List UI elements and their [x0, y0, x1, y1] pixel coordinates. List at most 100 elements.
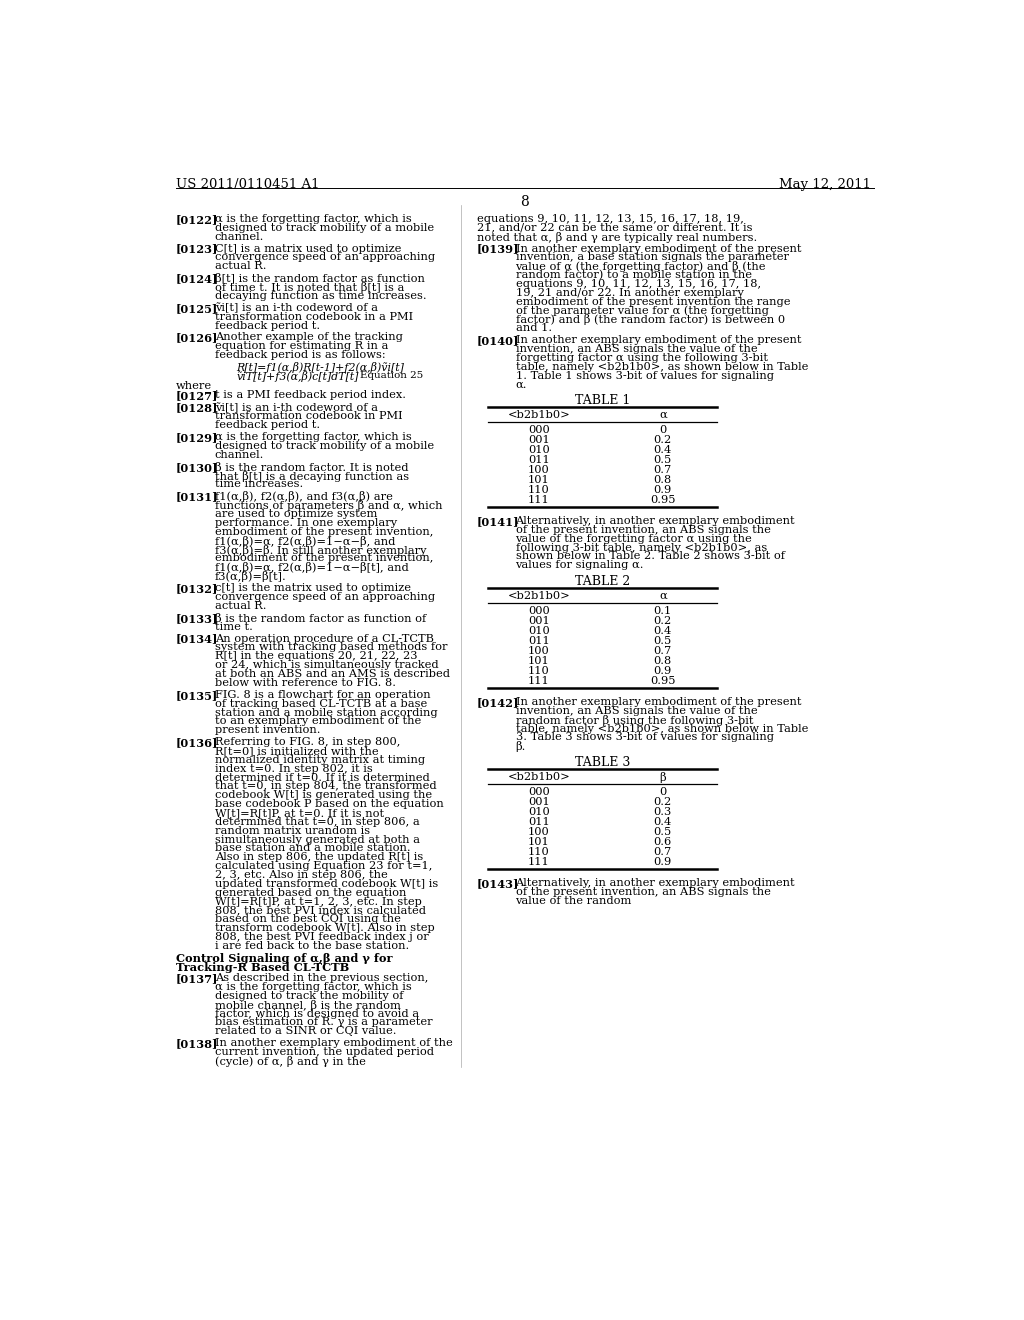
Text: In another exemplary embodiment of the present: In another exemplary embodiment of the p…	[515, 335, 801, 345]
Text: value of the forgetting factor α using the: value of the forgetting factor α using t…	[515, 533, 753, 544]
Text: 110: 110	[528, 484, 550, 495]
Text: performance. In one exemplary: performance. In one exemplary	[215, 517, 397, 528]
Text: designed to track mobility of a mobile: designed to track mobility of a mobile	[215, 441, 434, 451]
Text: 0.8: 0.8	[653, 475, 672, 484]
Text: random matrix urandom is: random matrix urandom is	[215, 826, 370, 836]
Text: f1(α,β), f2(α,β), and f3(α,β) are: f1(α,β), f2(α,β), and f3(α,β) are	[215, 491, 392, 503]
Text: values for signaling α.: values for signaling α.	[515, 560, 644, 570]
Text: 000: 000	[528, 425, 550, 434]
Text: α is the forgetting factor, which is: α is the forgetting factor, which is	[215, 214, 412, 224]
Text: β is the random factor. It is noted: β is the random factor. It is noted	[215, 462, 409, 473]
Text: (cycle) of α, β and γ in the: (cycle) of α, β and γ in the	[215, 1056, 366, 1067]
Text: <b2b1b0>: <b2b1b0>	[507, 411, 570, 420]
Text: and 1.: and 1.	[515, 323, 552, 333]
Text: <b2b1b0>: <b2b1b0>	[507, 772, 570, 781]
Text: that t=0, in step 804, the transformed: that t=0, in step 804, the transformed	[215, 781, 436, 792]
Text: [0122]: [0122]	[176, 214, 218, 224]
Text: 0.4: 0.4	[653, 626, 672, 636]
Text: 101: 101	[528, 837, 550, 846]
Text: equations 9, 10, 11, 12, 13, 15, 16, 17, 18, 19,: equations 9, 10, 11, 12, 13, 15, 16, 17,…	[477, 214, 743, 224]
Text: 000: 000	[528, 606, 550, 615]
Text: 0.9: 0.9	[653, 857, 672, 867]
Text: generated based on the equation: generated based on the equation	[215, 888, 407, 898]
Text: factor) and β (the random factor) is between 0: factor) and β (the random factor) is bet…	[515, 314, 784, 325]
Text: value of the random: value of the random	[515, 895, 632, 906]
Text: 101: 101	[528, 475, 550, 484]
Text: Another example of the tracking: Another example of the tracking	[215, 333, 402, 342]
Text: bias estimation of R. γ is a parameter: bias estimation of R. γ is a parameter	[215, 1018, 432, 1027]
Text: [0135]: [0135]	[176, 690, 218, 701]
Text: 111: 111	[528, 857, 550, 867]
Text: 0.95: 0.95	[650, 495, 676, 506]
Text: of time t. It is noted that β[t] is a: of time t. It is noted that β[t] is a	[215, 282, 404, 293]
Text: [0131]: [0131]	[176, 491, 218, 503]
Text: noted that α, β and γ are typically real numbers.: noted that α, β and γ are typically real…	[477, 231, 757, 243]
Text: Referring to FIG. 8, in step 800,: Referring to FIG. 8, in step 800,	[215, 737, 400, 747]
Text: embodiment of the present invention the range: embodiment of the present invention the …	[515, 297, 790, 306]
Text: base station and a mobile station.: base station and a mobile station.	[215, 843, 411, 854]
Text: 011: 011	[528, 636, 550, 645]
Text: 0.2: 0.2	[653, 434, 672, 445]
Text: 0.3: 0.3	[653, 807, 672, 817]
Text: random factor β using the following 3-bit: random factor β using the following 3-bi…	[515, 714, 753, 726]
Text: 8: 8	[520, 195, 529, 210]
Text: simultaneously generated at both a: simultaneously generated at both a	[215, 834, 420, 845]
Text: 000: 000	[528, 787, 550, 797]
Text: channel.: channel.	[215, 450, 264, 459]
Text: 100: 100	[528, 645, 550, 656]
Text: In another exemplary embodiment of the present: In another exemplary embodiment of the p…	[515, 697, 801, 708]
Text: ṽi[t] is an i-th codeword of a: ṽi[t] is an i-th codeword of a	[215, 302, 378, 313]
Text: 0.6: 0.6	[653, 837, 672, 846]
Text: mobile channel, β is the random: mobile channel, β is the random	[215, 999, 400, 1011]
Text: 0.5: 0.5	[653, 636, 672, 645]
Text: to an exemplary embodiment of the: to an exemplary embodiment of the	[215, 717, 421, 726]
Text: TABLE 2: TABLE 2	[575, 576, 631, 587]
Text: value of α (the forgetting factor) and β (the: value of α (the forgetting factor) and β…	[515, 261, 766, 272]
Text: table, namely <b2b1b0>, as shown below in Table: table, namely <b2b1b0>, as shown below i…	[515, 362, 808, 372]
Text: t is a PMI feedback period index.: t is a PMI feedback period index.	[215, 391, 406, 400]
Text: [0132]: [0132]	[176, 583, 218, 594]
Text: [0136]: [0136]	[176, 737, 218, 748]
Text: 001: 001	[528, 434, 550, 445]
Text: normalized identity matrix at timing: normalized identity matrix at timing	[215, 755, 425, 764]
Text: [0125]: [0125]	[176, 302, 218, 314]
Text: factor, which is designed to avoid a: factor, which is designed to avoid a	[215, 1008, 419, 1019]
Text: or 24, which is simultaneously tracked: or 24, which is simultaneously tracked	[215, 660, 438, 671]
Text: 0.8: 0.8	[653, 656, 672, 665]
Text: below with reference to FIG. 8.: below with reference to FIG. 8.	[215, 678, 396, 688]
Text: 100: 100	[528, 826, 550, 837]
Text: 100: 100	[528, 465, 550, 475]
Text: base codebook P based on the equation: base codebook P based on the equation	[215, 799, 443, 809]
Text: Also in step 806, the updated R[t] is: Also in step 806, the updated R[t] is	[215, 853, 423, 862]
Text: ṽiT[t]+f3(α,β)c[t]dT[t]: ṽiT[t]+f3(α,β)c[t]dT[t]	[237, 371, 358, 381]
Text: invention, an ABS signals the value of the: invention, an ABS signals the value of t…	[515, 345, 757, 354]
Text: 111: 111	[528, 495, 550, 506]
Text: Alternatively, in another exemplary embodiment: Alternatively, in another exemplary embo…	[515, 878, 795, 888]
Text: at both an ABS and an AMS is described: at both an ABS and an AMS is described	[215, 669, 450, 678]
Text: calculated using Equation 23 for t=1,: calculated using Equation 23 for t=1,	[215, 861, 432, 871]
Text: functions of parameters β and α, which: functions of parameters β and α, which	[215, 500, 442, 511]
Text: convergence speed of an approaching: convergence speed of an approaching	[215, 591, 435, 602]
Text: following 3-bit table, namely <b2b1b0>, as: following 3-bit table, namely <b2b1b0>, …	[515, 543, 767, 553]
Text: that β[t] is a decaying function as: that β[t] is a decaying function as	[215, 471, 409, 482]
Text: [0139]: [0139]	[477, 243, 519, 255]
Text: transformation codebook in PMI: transformation codebook in PMI	[215, 412, 402, 421]
Text: 0.7: 0.7	[653, 465, 672, 475]
Text: β is the random factor as function of: β is the random factor as function of	[215, 612, 426, 624]
Text: actual R.: actual R.	[215, 261, 266, 271]
Text: determined that t=0, in step 806, a: determined that t=0, in step 806, a	[215, 817, 420, 826]
Text: 808, the best PVI feedback index j or: 808, the best PVI feedback index j or	[215, 932, 429, 942]
Text: transformation codebook in a PMI: transformation codebook in a PMI	[215, 312, 413, 322]
Text: updated transformed codebook W[t] is: updated transformed codebook W[t] is	[215, 879, 438, 888]
Text: equation for estimating R in a: equation for estimating R in a	[215, 342, 388, 351]
Text: TABLE 1: TABLE 1	[575, 395, 631, 407]
Text: of the present invention, an ABS signals the: of the present invention, an ABS signals…	[515, 887, 770, 896]
Text: embodiment of the present invention,: embodiment of the present invention,	[215, 553, 433, 564]
Text: 0.9: 0.9	[653, 665, 672, 676]
Text: 0: 0	[659, 425, 667, 434]
Text: Tracking-R Based CL-TCTB: Tracking-R Based CL-TCTB	[176, 962, 349, 973]
Text: An operation procedure of a CL-TCTB: An operation procedure of a CL-TCTB	[215, 634, 434, 644]
Text: f3(α,β)=β. In still another exemplary: f3(α,β)=β. In still another exemplary	[215, 545, 426, 556]
Text: equations 9, 10, 11, 12, 13, 15, 16, 17, 18,: equations 9, 10, 11, 12, 13, 15, 16, 17,…	[515, 279, 761, 289]
Text: invention, a base station signals the parameter: invention, a base station signals the pa…	[515, 252, 788, 263]
